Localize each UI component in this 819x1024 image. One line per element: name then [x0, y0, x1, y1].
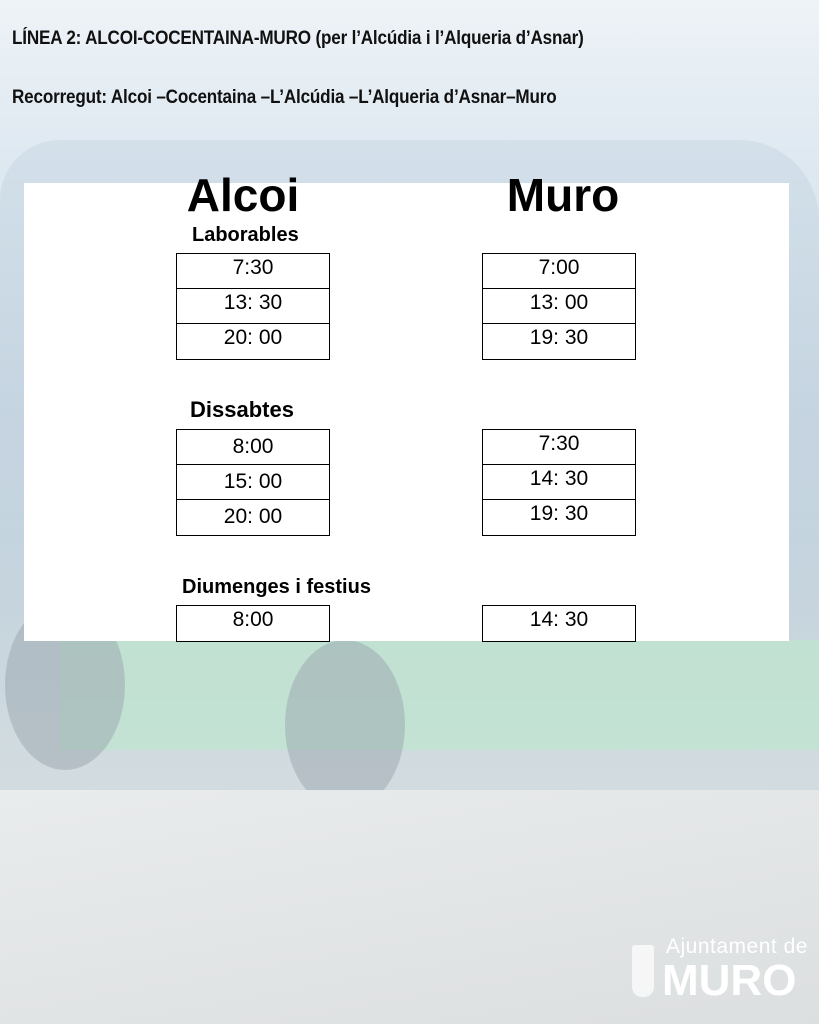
- origin-alcoi: Alcoi: [186, 169, 300, 221]
- time-cell: 8:00: [177, 430, 329, 465]
- time-cell: 14: 30: [529, 608, 589, 631]
- alcoi-dissabtes-table: 8:00 15: 00 20: 00: [176, 429, 330, 536]
- logo-line1: Ajuntament de: [666, 935, 808, 958]
- time-cell: 8:00: [232, 608, 274, 631]
- route-description: Recorregut: Alcoi –Cocentaina –L’Alcúdia…: [12, 87, 557, 108]
- timetable-panel: [24, 183, 789, 641]
- time-cell: 20: 00: [223, 326, 283, 349]
- section-laborables: Laborables: [192, 224, 299, 246]
- time-cell: 14: 30: [483, 465, 635, 500]
- muro-laborables-table: 7:00 13: 00 19: 30: [482, 253, 636, 360]
- line-title: LÍNEA 2: ALCOI-COCENTAINA-MURO (per l’Al…: [12, 28, 584, 49]
- time-cell: 7:30: [483, 430, 635, 465]
- section-dissabtes: Dissabtes: [190, 397, 294, 422]
- logo-line2: MURO: [662, 956, 797, 1005]
- time-cell: 15: 00: [177, 465, 329, 500]
- alcoi-diumenges-table: 8:00: [176, 605, 330, 642]
- time-cell: 19: 30: [529, 502, 589, 525]
- origin-muro: Muro: [506, 169, 620, 221]
- ajuntament-muro-logo: Ajuntament de MURO: [630, 935, 808, 1003]
- time-cell: 19: 30: [529, 326, 589, 349]
- muro-dissabtes-table: 7:30 14: 30 19: 30: [482, 429, 636, 536]
- section-diumenges: Diumenges i festius: [182, 576, 371, 598]
- muro-diumenges-table: 14: 30: [482, 605, 636, 642]
- coat-of-arms-icon: [632, 945, 654, 997]
- time-cell: 7:30: [177, 254, 329, 289]
- time-cell: 20: 00: [223, 505, 283, 528]
- time-cell: 13: 00: [483, 289, 635, 324]
- alcoi-laborables-table: 7:30 13: 30 20: 00: [176, 253, 330, 360]
- time-cell: 7:00: [483, 254, 635, 289]
- time-cell: 13: 30: [177, 289, 329, 324]
